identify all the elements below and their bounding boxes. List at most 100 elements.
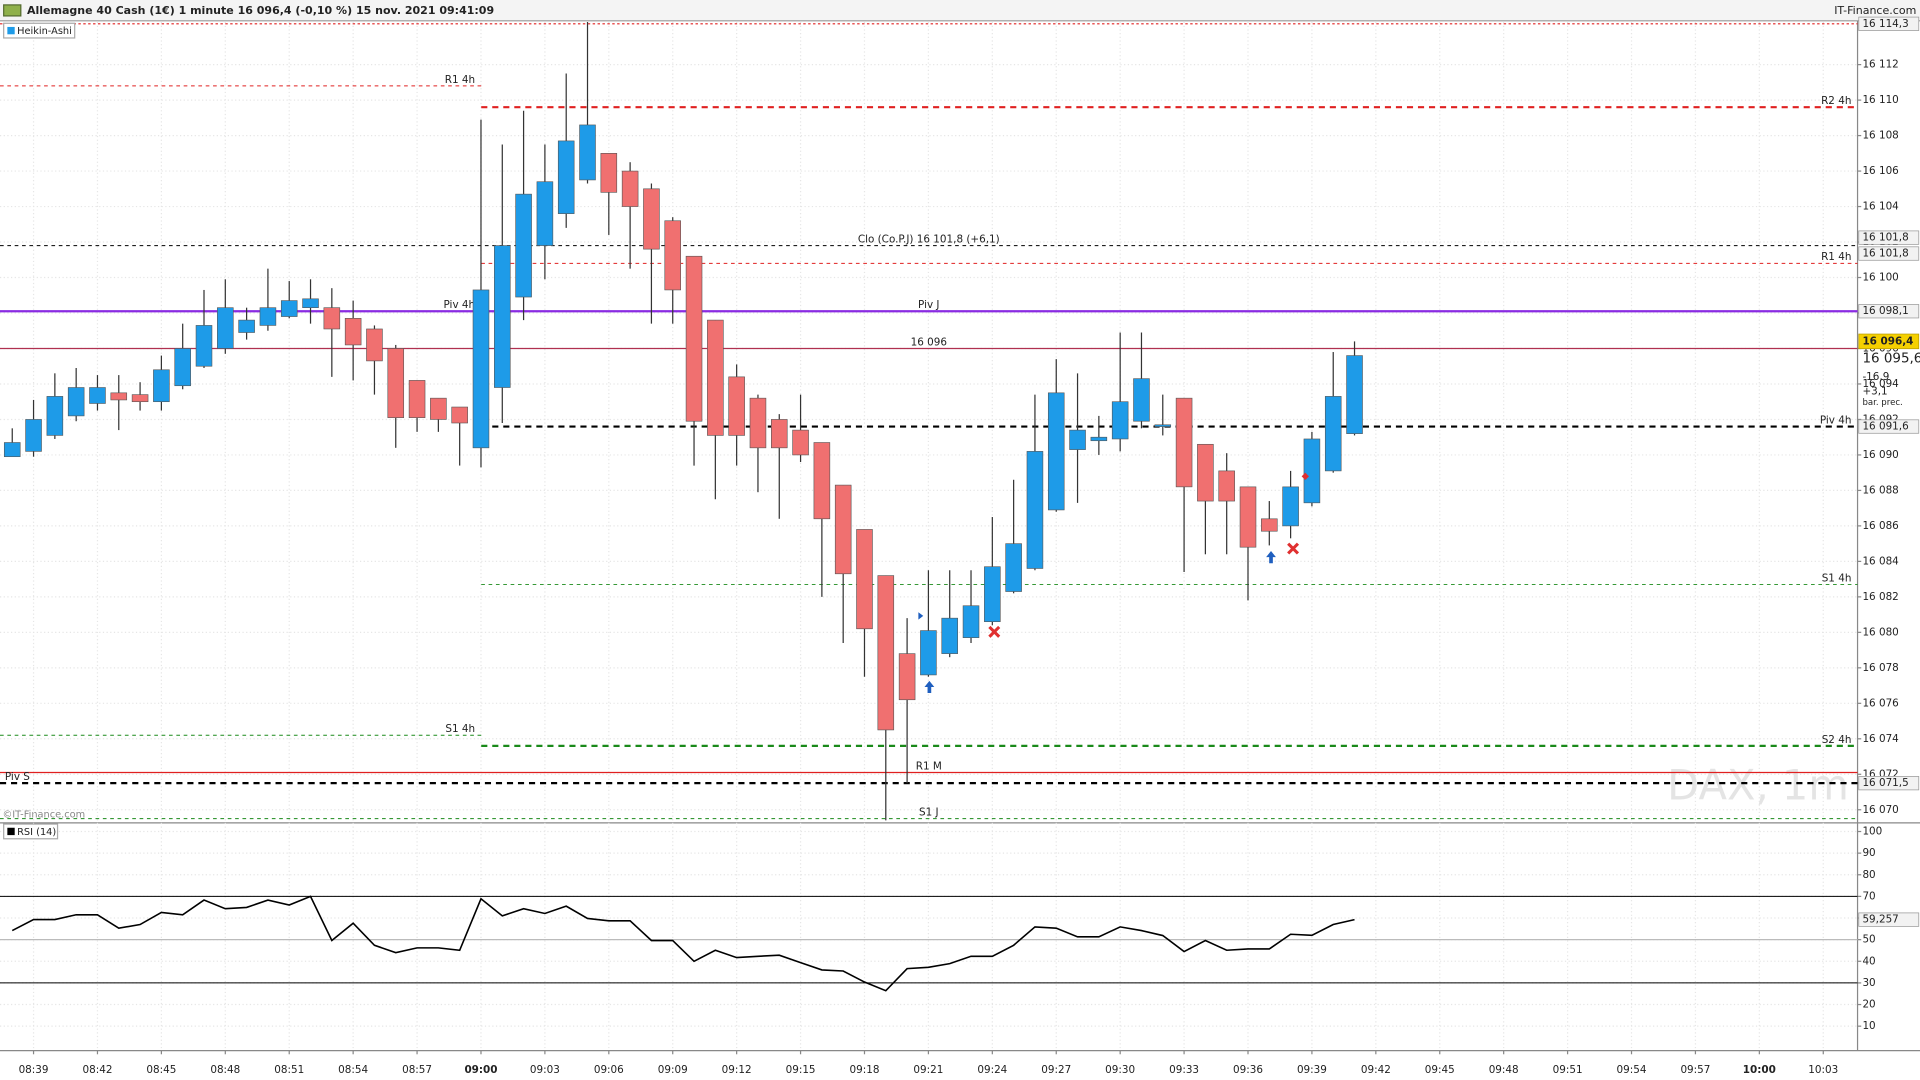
legend-label: RSI (14) xyxy=(17,827,56,838)
candle-body xyxy=(110,392,128,401)
x-tick-label: 09:09 xyxy=(658,1064,688,1076)
candle-body xyxy=(430,397,447,420)
y-tick-label: 16 106 xyxy=(1862,165,1898,177)
candle-body xyxy=(174,348,191,387)
level-tag-box xyxy=(1858,776,1920,791)
level-label: S1 J xyxy=(919,807,939,819)
x-tick-label: 08:51 xyxy=(274,1064,304,1076)
candle-body xyxy=(579,124,596,181)
candle-body xyxy=(685,255,703,422)
x-tick-label: 09:51 xyxy=(1553,1064,1583,1076)
candle-body xyxy=(195,325,213,367)
y-tick-label: 20 xyxy=(1862,999,1875,1011)
candle-body xyxy=(898,653,916,701)
header-title: Allemagne 40 Cash (1€) 1 minute 16 096,4… xyxy=(27,4,494,17)
x-tick-label: 09:00 xyxy=(464,1064,497,1076)
candle-body xyxy=(792,429,809,456)
last-price-box xyxy=(1858,333,1920,350)
x-tick-label: 08:39 xyxy=(19,1064,49,1076)
sell-cross xyxy=(988,625,1001,638)
candle-body xyxy=(920,630,937,676)
candle-body xyxy=(1047,392,1065,511)
y-tick-label: 100 xyxy=(1862,826,1882,838)
candle-body xyxy=(280,300,298,317)
price-info: -16,9 xyxy=(1862,371,1889,383)
legend-box xyxy=(3,22,76,39)
candle-body xyxy=(302,298,319,308)
value-label: 59,257 xyxy=(1862,914,1898,926)
level-label: Piv 4h xyxy=(444,299,476,311)
last-price-label: 16 096,4 xyxy=(1862,335,1913,347)
y-tick-label: 40 xyxy=(1862,955,1875,967)
candle-body xyxy=(1324,396,1342,472)
marks-layer xyxy=(3,22,1363,992)
x-tick-label: 08:57 xyxy=(402,1064,432,1076)
candle-body xyxy=(1090,436,1108,442)
level-tag-box xyxy=(1858,246,1920,261)
candle-body xyxy=(600,153,618,193)
value-tag-box xyxy=(1858,912,1920,927)
candle-body xyxy=(749,397,767,449)
level-tag: 16 091,6 xyxy=(1862,421,1908,433)
candle-body xyxy=(1346,355,1363,434)
candle-body xyxy=(536,181,554,246)
x-tick-label: 09:54 xyxy=(1617,1064,1647,1076)
y-tick-label: 16 112 xyxy=(1862,59,1898,71)
level-label: R2 4h xyxy=(1821,95,1851,107)
level-tag: 16 071,5 xyxy=(1862,777,1908,789)
level-tag-box xyxy=(1858,304,1920,319)
x-tick-label: 09:27 xyxy=(1041,1064,1071,1076)
candle-body xyxy=(707,319,724,436)
x-tick-label: 09:39 xyxy=(1297,1064,1327,1076)
candle-body xyxy=(366,328,383,362)
candle-body xyxy=(557,140,575,214)
y-tick-label: 70 xyxy=(1862,890,1875,902)
app-icon xyxy=(3,4,22,17)
legend-box xyxy=(3,823,59,840)
candle-body xyxy=(984,566,1001,623)
level-label: Piv J xyxy=(918,299,939,311)
sell-cross xyxy=(1287,542,1300,555)
candle-body xyxy=(67,387,85,417)
x-tick-label: 10:03 xyxy=(1808,1064,1838,1076)
y-tick-label: 16 104 xyxy=(1862,201,1899,213)
candle-body xyxy=(1069,429,1086,450)
x-tick-label: 09:48 xyxy=(1489,1064,1519,1076)
candle-body xyxy=(941,617,958,654)
candle-body xyxy=(259,307,277,326)
candle-body xyxy=(494,245,511,388)
candle-body xyxy=(1175,397,1193,488)
level-label: Clo (Co.P.J) 16 101,8 (+6,1) xyxy=(858,233,1000,245)
candle-body xyxy=(1218,470,1235,502)
candle-body xyxy=(771,419,788,449)
level-tag-box xyxy=(1858,419,1920,434)
candle-body xyxy=(408,380,426,418)
axis-layer: 08:39 08:42 08:45 08:48 08:51 08:54 08:57 09:00… xyxy=(19,16,1920,1076)
x-tick-label: 09:18 xyxy=(850,1064,880,1076)
candle-body xyxy=(3,442,21,458)
y-tick-label: 10 xyxy=(1862,1020,1875,1032)
y-tick-label: 16 082 xyxy=(1862,591,1898,603)
y-tick-label: 16 084 xyxy=(1862,555,1899,567)
watermark: DAX, 1m xyxy=(1667,761,1849,810)
candle-body xyxy=(1197,443,1214,502)
x-tick-label: 09:36 xyxy=(1233,1064,1263,1076)
level-label: Piv 4h xyxy=(1820,414,1852,426)
candle-body xyxy=(472,289,490,449)
candle-body xyxy=(1239,486,1257,548)
candle-body xyxy=(323,307,341,330)
candle-body xyxy=(813,442,831,520)
y-tick-label: 16 094 xyxy=(1862,378,1899,390)
rsi-line xyxy=(11,895,1355,992)
price-info: bar. prec. xyxy=(1862,398,1902,408)
candle-body xyxy=(131,394,149,403)
candle-body xyxy=(834,484,852,575)
y-tick-label: 16 076 xyxy=(1862,697,1898,709)
level-label: R1 4h xyxy=(1821,251,1851,263)
price-info: 16 095,6 xyxy=(1862,352,1920,367)
candle-body xyxy=(1005,543,1022,592)
candle-body xyxy=(1303,438,1321,504)
x-tick-label: 09:42 xyxy=(1361,1064,1391,1076)
candle-body xyxy=(1154,424,1172,427)
